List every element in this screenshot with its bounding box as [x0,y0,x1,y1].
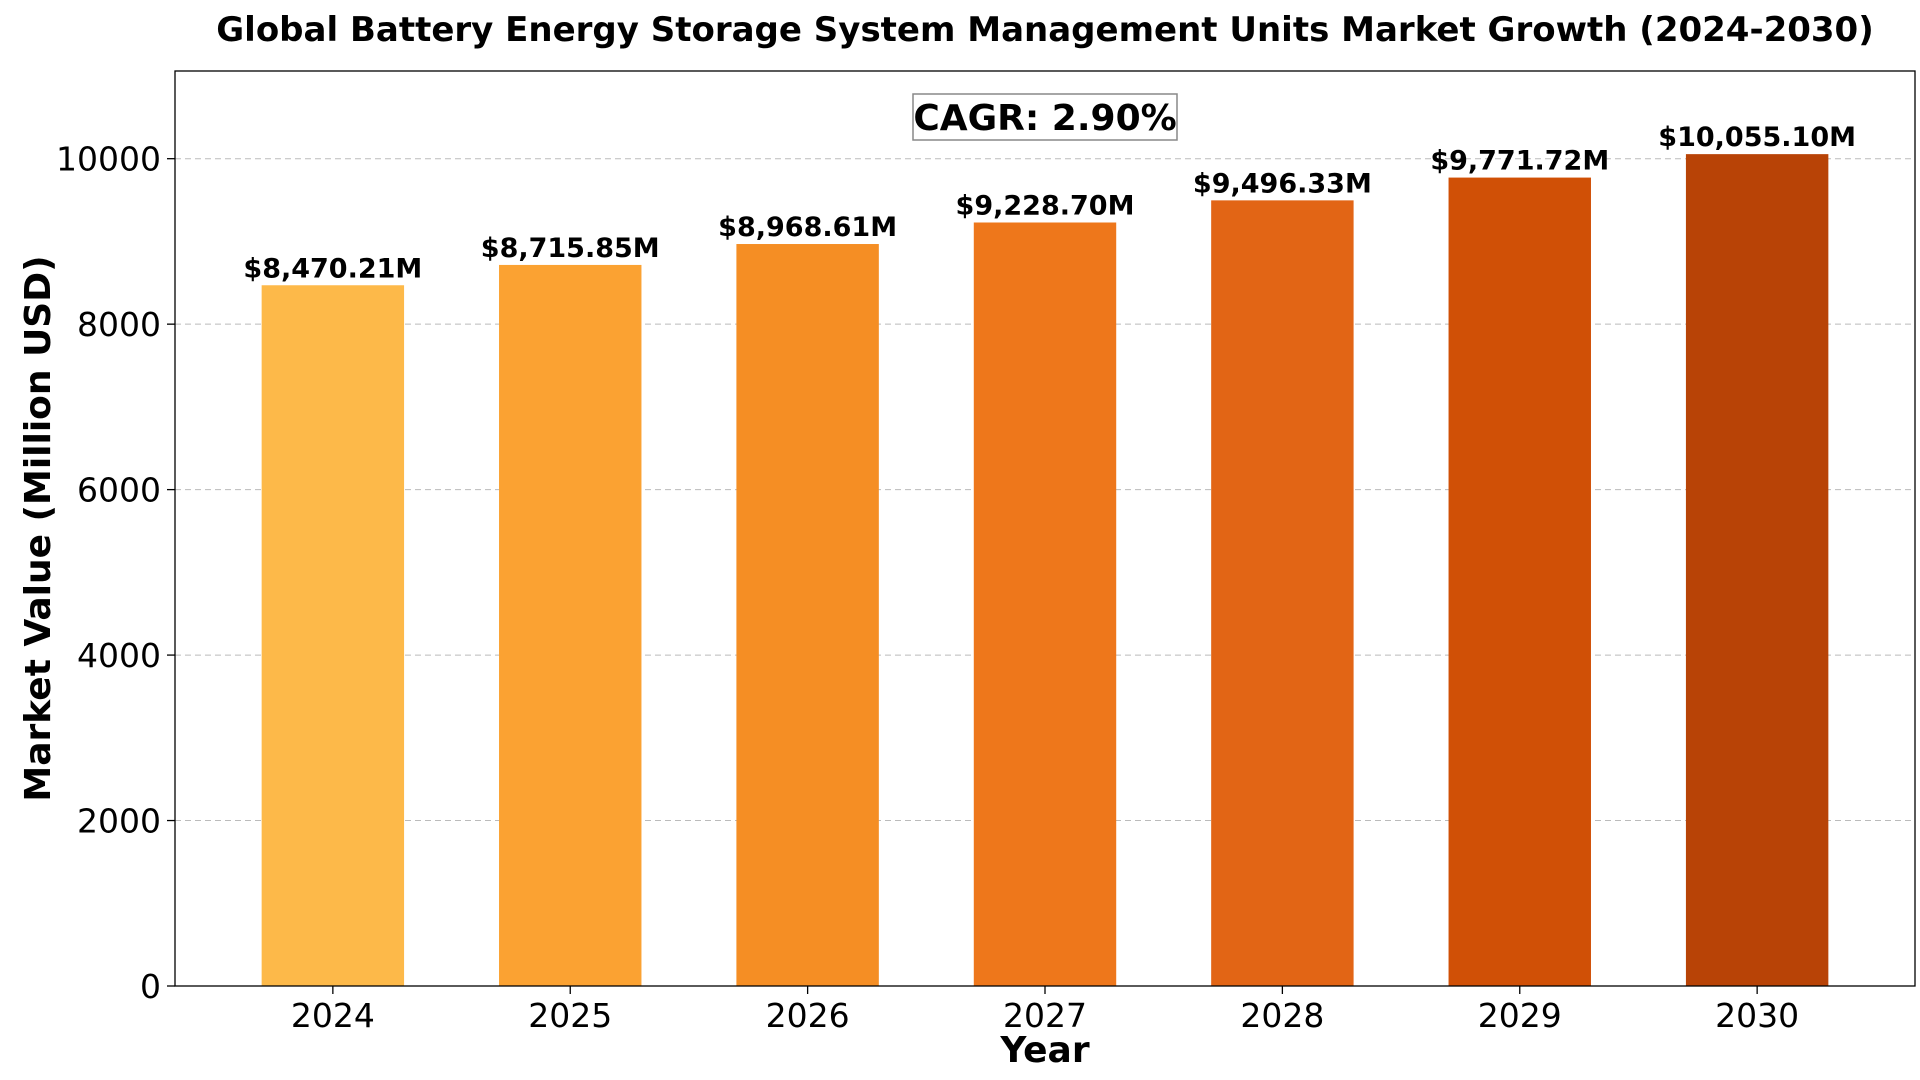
bar-value-label: $8,968.61M [718,212,897,243]
x-axis-ticks: 2024 2025 2026 2027 2028 2029 2030 [291,986,1799,1035]
y-tick-label: 8000 [77,305,161,344]
x-tick-label: 2030 [1715,996,1799,1035]
x-tick-label: 2028 [1240,996,1324,1035]
bar [1685,154,1829,987]
bars [261,154,1829,987]
x-tick-label: 2025 [528,996,612,1035]
y-tick-label: 0 [140,967,161,1006]
y-tick-label: 4000 [77,636,161,675]
x-tick-label: 2029 [1478,996,1562,1035]
cagr-text: CAGR: 2.90% [913,98,1176,139]
bar [1448,177,1591,986]
x-tick-label: 2027 [1003,996,1087,1035]
cagr-annotation: CAGR: 2.90% [912,93,1178,141]
x-axis-label: Year [999,1030,1089,1071]
y-tick-label: 6000 [77,471,161,510]
cagr-box [912,93,1178,141]
y-axis-label: Market Value (Million USD) [18,255,59,801]
data-labels: $8,470.21M $8,715.85M $8,968.61M $9,228.70M… [243,122,1856,284]
bar [499,264,642,986]
y-tick-label: 2000 [77,802,161,841]
x-tick-label: 2026 [766,996,850,1035]
bar-value-label: $10,055.10M [1658,122,1856,153]
bar-value-label: $8,715.85M [481,233,660,264]
bar-value-label: $8,470.21M [243,253,422,284]
bar [261,285,405,987]
bar-value-label: $9,496.33M [1193,168,1372,199]
x-tick-label: 2024 [291,996,375,1035]
bar-value-label: $9,228.70M [956,191,1135,222]
bar-value-label: $9,771.72M [1430,146,1609,177]
bar [973,222,1117,987]
bar [1211,200,1354,987]
y-tick-label: 10000 [56,140,161,179]
chart-title: Global Battery Energy Storage System Man… [216,10,1873,50]
y-axis-ticks: 0 2000 4000 6000 8000 10000 [56,140,175,1006]
bar [736,244,879,987]
